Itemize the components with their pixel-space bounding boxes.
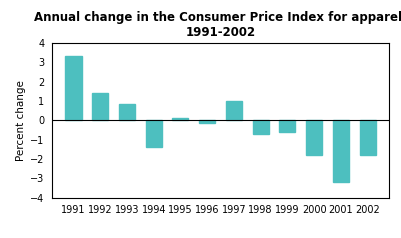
Bar: [92, 93, 108, 120]
Bar: [279, 120, 296, 132]
Bar: [360, 120, 376, 155]
Y-axis label: Percent change: Percent change: [16, 80, 26, 161]
Bar: [65, 56, 81, 120]
Bar: [226, 101, 242, 120]
Bar: [119, 104, 135, 120]
Bar: [172, 118, 188, 120]
Bar: [146, 120, 162, 147]
Bar: [306, 120, 322, 155]
Title: Annual change in the Consumer Price Index for apparel,
1991-2002: Annual change in the Consumer Price Inde…: [34, 11, 401, 39]
Bar: [199, 120, 215, 123]
Bar: [253, 120, 269, 134]
Bar: [333, 120, 349, 182]
